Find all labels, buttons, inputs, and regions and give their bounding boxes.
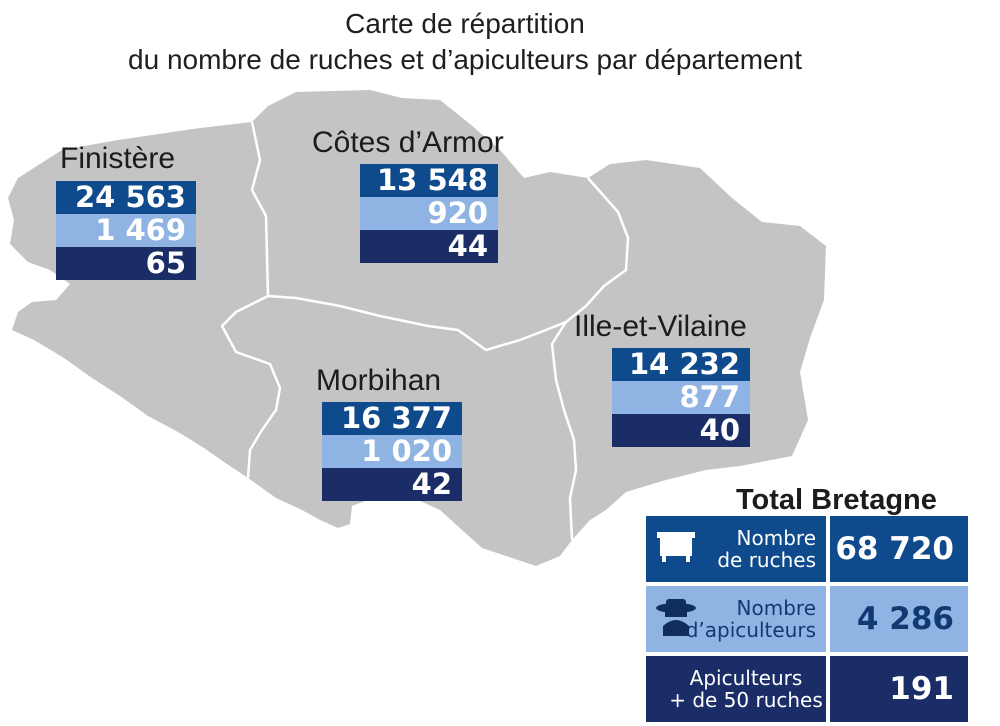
dept-name: Côtes d’Armor (312, 126, 504, 159)
hives-count: 16 377 (322, 402, 462, 435)
dept-morbihan: Morbihan 16 377 1 020 42 (316, 364, 476, 501)
dept-cotes-darmor: Côtes d’Armor 13 548 920 44 (312, 126, 552, 263)
over-50-count: 40 (612, 414, 750, 447)
label-line-2: de ruches (717, 548, 816, 572)
beekeepers-count: 1 469 (56, 214, 196, 247)
dept-ille-et-vilaine: Ille-et-Vilaine 14 232 877 40 (574, 310, 804, 447)
total-row-beekeepers: Nombre d’apiculteurs 4 286 (646, 586, 968, 652)
total-row-hives: Nombre de ruches 68 720 (646, 516, 968, 582)
total-label: Nombre d’apiculteurs (646, 586, 826, 652)
total-table: Nombre de ruches 68 720 Nombre d’apiculteu… (646, 516, 968, 726)
hives-count: 14 232 (612, 348, 750, 381)
over-50-count: 44 (360, 230, 498, 263)
dept-name: Ille-et-Vilaine (574, 310, 747, 343)
label-line-1: Apiculteurs (689, 666, 803, 690)
border-finistere-morbihan (220, 294, 282, 479)
total-label: Nombre de ruches (646, 516, 826, 582)
title-line-2: du nombre de ruches et d’apiculteurs par… (128, 44, 802, 75)
label-line-2: + de 50 ruches (669, 688, 823, 712)
total-value: 191 (830, 656, 968, 722)
border-finistere-cotes (250, 121, 297, 300)
dept-finistere: Finistère 24 563 1 469 65 (56, 142, 196, 280)
map-title: Carte de répartition du nombre de ruches… (0, 6, 930, 78)
beekeepers-count: 1 020 (322, 435, 462, 468)
total-row-over-50: Apiculteurs + de 50 ruches 191 (646, 656, 968, 722)
title-line-1: Carte de répartition (345, 8, 585, 39)
beekeepers-count: 920 (360, 197, 498, 230)
border-morbihan-ille (550, 321, 578, 541)
hives-count: 13 548 (360, 164, 498, 197)
total-value: 68 720 (830, 516, 968, 582)
beekeeper-icon (654, 596, 698, 644)
hives-count: 24 563 (56, 181, 196, 214)
over-50-count: 65 (56, 247, 196, 280)
brittany-land (8, 90, 826, 566)
label-line-2: d’apiculteurs (685, 618, 816, 642)
label-line-1: Nombre (736, 596, 816, 620)
total-value: 4 286 (830, 586, 968, 652)
border-cotes-morbihan (295, 296, 567, 352)
over-50-count: 42 (322, 468, 462, 501)
dept-name: Finistère (60, 142, 176, 175)
beehive-icon (654, 526, 698, 570)
label-line-1: Nombre (736, 526, 816, 550)
total-label: Apiculteurs + de 50 ruches (646, 656, 826, 722)
border-cotes-ille (565, 177, 630, 323)
total-title: Total Bretagne (736, 484, 937, 516)
beekeepers-count: 877 (612, 381, 750, 414)
dept-name: Morbihan (316, 364, 442, 397)
